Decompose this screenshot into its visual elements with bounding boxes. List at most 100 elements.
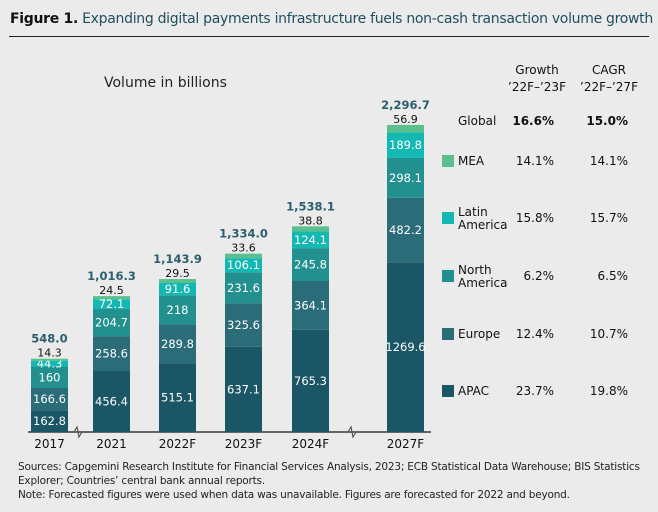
bar-segment-north-america bbox=[225, 272, 262, 304]
growth-header: Growth bbox=[515, 63, 558, 77]
bar-segment-apac bbox=[292, 329, 329, 432]
cagr-value-mea: 14.1% bbox=[590, 154, 628, 168]
data-label-latin-america: 189.8 bbox=[389, 138, 422, 152]
data-label-europe: 325.6 bbox=[227, 318, 260, 332]
data-label-mea: 14.3 bbox=[37, 347, 62, 360]
growth-value-global: 16.6% bbox=[512, 114, 554, 128]
figure-label: Figure 1. bbox=[10, 11, 78, 27]
legend-swatch-europe bbox=[442, 328, 454, 340]
growth-value-latin-america: 15.8% bbox=[516, 211, 554, 225]
data-label-north-america: 245.8 bbox=[294, 258, 327, 272]
title-rule bbox=[9, 36, 649, 37]
cagr-value-apac: 19.8% bbox=[590, 384, 628, 398]
bar-segment-apac bbox=[159, 363, 196, 432]
x-tick-label: 2021 bbox=[96, 437, 127, 451]
bar-segment-europe bbox=[387, 197, 424, 263]
x-tick-label: 2017 bbox=[34, 437, 65, 451]
bar-segment-north-america bbox=[31, 366, 68, 388]
data-label-mea: 33.6 bbox=[231, 242, 256, 255]
data-label-europe: 166.6 bbox=[33, 392, 66, 406]
cagr-header: CAGR bbox=[592, 63, 626, 77]
unit-label: Volume in billions bbox=[104, 75, 227, 91]
data-label-mea: 38.8 bbox=[298, 214, 323, 227]
bar-segment-europe bbox=[31, 387, 68, 411]
bar-segment-north-america bbox=[93, 309, 130, 337]
legend-swatch-apac bbox=[442, 385, 454, 397]
bar-segment-europe bbox=[93, 336, 130, 371]
bar-segment-north-america bbox=[387, 157, 424, 198]
legend-label-latin-america: Latin bbox=[458, 205, 488, 219]
footnotes: Sources: Capgemini Research Institute fo… bbox=[18, 460, 648, 502]
legend-swatch-latin-america bbox=[442, 212, 454, 224]
total-label: 1,143.9 bbox=[153, 252, 202, 266]
axis-break-icon bbox=[73, 425, 83, 439]
bar-segment-latin-america bbox=[292, 231, 329, 249]
data-label-apac: 162.8 bbox=[33, 414, 66, 428]
axis-break-icon bbox=[347, 425, 357, 439]
bar-segment-apac bbox=[93, 370, 130, 432]
data-label-latin-america: 72.1 bbox=[99, 297, 125, 311]
total-label: 1,538.1 bbox=[286, 199, 335, 213]
bar-segment-latin-america bbox=[387, 132, 424, 158]
data-label-europe: 364.1 bbox=[294, 298, 327, 312]
total-label: 1,016.3 bbox=[87, 269, 136, 283]
data-label-north-america: 231.6 bbox=[227, 281, 260, 295]
bar-segment-mea bbox=[292, 226, 329, 232]
data-label-mea: 29.5 bbox=[165, 267, 190, 280]
bar-segment-apac bbox=[387, 262, 424, 432]
data-label-north-america: 218 bbox=[167, 303, 189, 317]
bar-segment-mea bbox=[93, 296, 130, 300]
bar-segment-europe bbox=[159, 324, 196, 364]
data-label-apac: 637.1 bbox=[227, 382, 260, 396]
note-line: Note: Forecasted figures were used when … bbox=[18, 489, 570, 501]
x-tick-label: 2027F bbox=[387, 437, 425, 451]
bar-segment-latin-america bbox=[159, 282, 196, 296]
bar-segment-latin-america bbox=[225, 258, 262, 273]
sources-line-2: Explorer; Countries’ central bank annual… bbox=[18, 475, 265, 487]
legend-swatch-north-america bbox=[442, 270, 454, 282]
sources-line-1: Sources: Capgemini Research Institute fo… bbox=[18, 461, 640, 473]
legend-label-europe: Europe bbox=[458, 327, 500, 341]
growth-value-apac: 23.7% bbox=[516, 384, 554, 398]
legend-label-apac: APAC bbox=[458, 384, 489, 398]
bar-segment-mea bbox=[225, 253, 262, 259]
total-label: 1,334.0 bbox=[219, 227, 268, 241]
bar-segment-mea bbox=[387, 124, 424, 133]
data-label-europe: 482.2 bbox=[389, 223, 422, 237]
growth-value-europe: 12.4% bbox=[516, 327, 554, 341]
bar-segment-europe bbox=[292, 280, 329, 330]
data-label-apac: 1269.6 bbox=[385, 340, 425, 354]
data-label-latin-america: 91.6 bbox=[165, 282, 191, 296]
figure-title: Figure 1. Expanding digital payments inf… bbox=[10, 11, 653, 27]
bar-segment-latin-america bbox=[93, 299, 130, 310]
data-label-mea: 24.5 bbox=[99, 284, 124, 297]
total-label: 548.0 bbox=[31, 332, 67, 346]
legend-label-latin-america-line2: America bbox=[458, 218, 508, 232]
bar-segment-latin-america bbox=[31, 360, 68, 367]
data-label-apac: 515.1 bbox=[161, 391, 194, 405]
cagr-value-europe: 10.7% bbox=[590, 327, 628, 341]
legend-label-north-america: North bbox=[458, 263, 492, 277]
growth-header-period: ’22F–’23F bbox=[508, 80, 566, 94]
data-label-north-america: 298.1 bbox=[389, 171, 422, 185]
bar-segment-mea bbox=[159, 279, 196, 283]
bar-segment-apac bbox=[31, 410, 68, 432]
legend-label-global: Global bbox=[458, 114, 496, 128]
data-label-latin-america: 106.1 bbox=[227, 258, 260, 272]
x-tick-label: 2023F bbox=[225, 437, 263, 451]
stacked-bar-chart: 162.8166.616044.314.3548.02017456.4258.6… bbox=[28, 63, 638, 451]
figure-title-text: Expanding digital payments infrastructur… bbox=[82, 11, 653, 27]
legend-label-mea: MEA bbox=[458, 154, 485, 168]
data-label-mea: 56.9 bbox=[393, 113, 418, 126]
data-label-apac: 765.3 bbox=[294, 374, 327, 388]
data-label-latin-america: 124.1 bbox=[294, 233, 327, 247]
bar-segment-mea bbox=[31, 358, 68, 361]
bar-segment-apac bbox=[225, 346, 262, 432]
bar-segment-north-america bbox=[292, 248, 329, 281]
x-tick-label: 2022F bbox=[159, 437, 197, 451]
data-label-europe: 289.8 bbox=[161, 337, 194, 351]
bar-segment-north-america bbox=[159, 295, 196, 325]
x-tick-label: 2024F bbox=[292, 437, 330, 451]
cagr-value-north-america: 6.5% bbox=[598, 269, 629, 283]
cagr-header-period: ’22F–’27F bbox=[580, 80, 638, 94]
